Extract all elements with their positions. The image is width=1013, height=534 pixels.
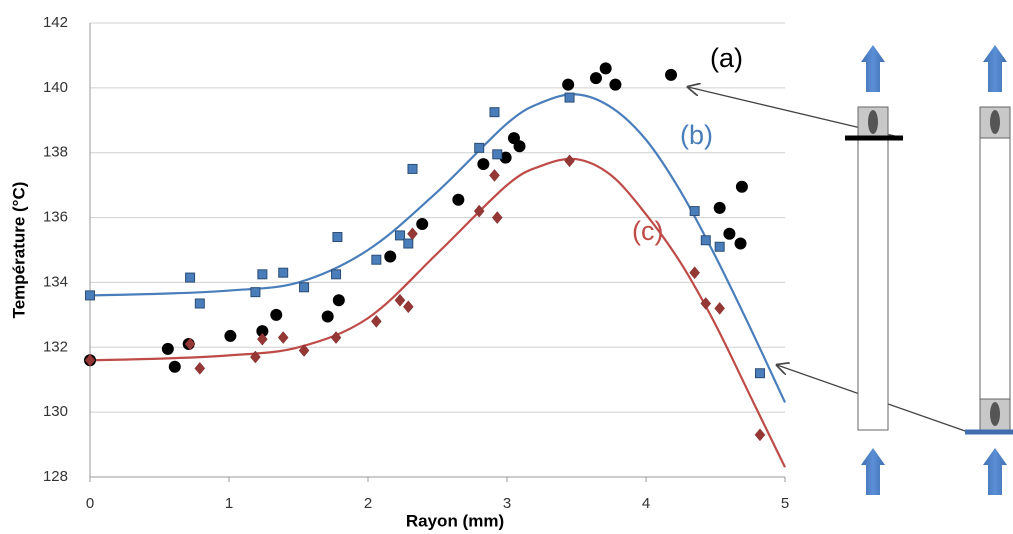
flow-arrow <box>861 45 885 92</box>
point <box>723 227 736 240</box>
point <box>491 211 503 224</box>
point <box>499 151 512 164</box>
series-label: (c) <box>632 216 663 246</box>
y-tick-label: 138 <box>43 144 68 161</box>
point <box>665 68 678 81</box>
x-tick-label: 3 <box>503 495 511 512</box>
y-axis-title: Température (°C) <box>9 182 28 319</box>
x-axis-title: Rayon (mm) <box>406 511 504 530</box>
y-tick-label: 130 <box>43 403 68 420</box>
point <box>194 298 205 309</box>
point <box>564 154 575 168</box>
point <box>84 353 96 367</box>
point <box>224 329 237 342</box>
point <box>754 368 765 379</box>
point <box>689 206 700 217</box>
point <box>452 193 465 206</box>
point <box>331 269 342 280</box>
x-tick-label: 1 <box>225 495 233 512</box>
flow-arrow <box>983 448 1007 495</box>
point <box>714 301 725 315</box>
x-tick-label: 2 <box>364 495 372 512</box>
flow-arrow <box>861 448 885 495</box>
plot-area: 128 130 132 134 136 138 140 142 0 1 2 3 4 5 <box>43 14 789 512</box>
point <box>85 290 95 301</box>
tube <box>857 106 889 431</box>
point <box>250 350 261 364</box>
fit-curve <box>89 157 786 468</box>
y-tick-label: 132 <box>43 338 68 355</box>
point <box>256 325 269 338</box>
x-tick-label: 4 <box>642 495 650 512</box>
point <box>299 282 310 293</box>
point <box>492 149 503 160</box>
point <box>257 332 268 346</box>
y-tick-label: 140 <box>43 79 68 96</box>
point <box>477 158 490 171</box>
point <box>599 62 612 75</box>
lens <box>868 110 878 134</box>
series-label: (b) <box>680 120 713 150</box>
point <box>402 300 414 314</box>
point <box>250 287 261 298</box>
point <box>384 250 397 263</box>
point <box>713 201 726 214</box>
point <box>734 237 747 250</box>
y-tick-label: 142 <box>43 14 68 31</box>
point <box>371 254 382 265</box>
point <box>735 180 748 193</box>
point <box>416 218 429 231</box>
point <box>330 331 342 344</box>
point <box>403 238 414 249</box>
point <box>562 78 575 91</box>
point <box>394 230 405 241</box>
point <box>270 308 283 321</box>
point <box>473 204 485 218</box>
y-tick-label: 128 <box>43 468 68 485</box>
point <box>332 294 345 307</box>
point <box>257 269 268 280</box>
point <box>194 361 206 375</box>
point <box>277 331 289 344</box>
point <box>564 92 575 103</box>
point <box>407 163 418 174</box>
point <box>700 297 712 310</box>
flow-arrow <box>983 45 1007 92</box>
point <box>609 78 622 91</box>
lens <box>990 402 1000 426</box>
point <box>489 107 500 118</box>
point <box>184 337 196 351</box>
point <box>714 241 725 252</box>
x-tick-label: 5 <box>781 495 789 512</box>
y-tick-label: 136 <box>43 209 68 226</box>
point <box>161 342 174 355</box>
point <box>754 428 766 442</box>
point <box>700 235 711 246</box>
point <box>332 232 343 243</box>
point <box>589 72 602 85</box>
tube-diagram <box>688 45 1013 495</box>
point <box>371 314 382 328</box>
point <box>278 267 289 278</box>
lens <box>990 110 1000 134</box>
point <box>689 266 700 280</box>
point <box>321 310 334 323</box>
x-tick-label: 0 <box>86 495 94 512</box>
tube <box>979 106 1011 431</box>
point <box>185 272 196 283</box>
point <box>474 142 485 153</box>
point <box>298 344 310 357</box>
fit-curve <box>89 93 786 403</box>
series-label: (a) <box>710 43 743 73</box>
point <box>394 293 406 307</box>
point <box>513 140 526 153</box>
point <box>407 227 418 241</box>
point <box>168 360 181 373</box>
y-tick-label: 134 <box>43 273 68 290</box>
point <box>489 169 500 182</box>
